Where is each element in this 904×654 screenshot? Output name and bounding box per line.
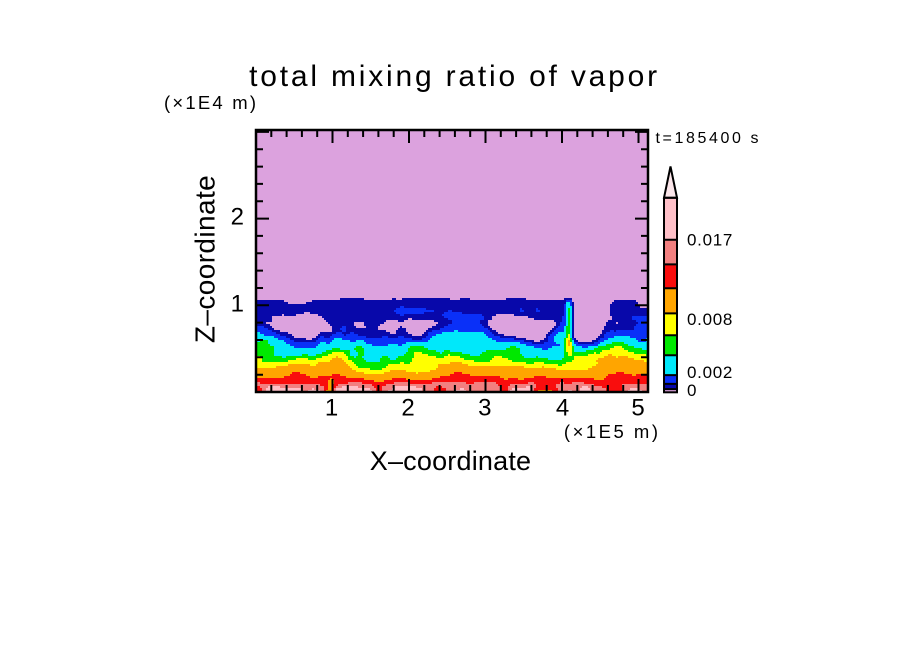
svg-text:total mixing ratio of vapor: total mixing ratio of vapor <box>249 60 660 93</box>
svg-text:3: 3 <box>478 395 492 422</box>
svg-text:1: 1 <box>231 291 245 318</box>
svg-text:2: 2 <box>231 204 245 231</box>
svg-text:0.017: 0.017 <box>687 231 733 250</box>
svg-text:2: 2 <box>401 395 415 422</box>
svg-text:4: 4 <box>556 395 570 422</box>
svg-text:1: 1 <box>325 395 339 422</box>
svg-text:5: 5 <box>631 395 645 422</box>
svg-text:0.008: 0.008 <box>687 310 733 329</box>
svg-text:0: 0 <box>687 381 697 400</box>
svg-text:0.002: 0.002 <box>687 363 733 382</box>
svg-text:t=185400 s: t=185400 s <box>656 130 762 147</box>
svg-text:X–coordinate: X–coordinate <box>370 446 532 476</box>
svg-text:Z–coordinate: Z–coordinate <box>190 175 221 343</box>
svg-text:(×1E4 m): (×1E4 m) <box>164 92 258 113</box>
svg-text:(×1E5 m): (×1E5 m) <box>564 421 661 442</box>
